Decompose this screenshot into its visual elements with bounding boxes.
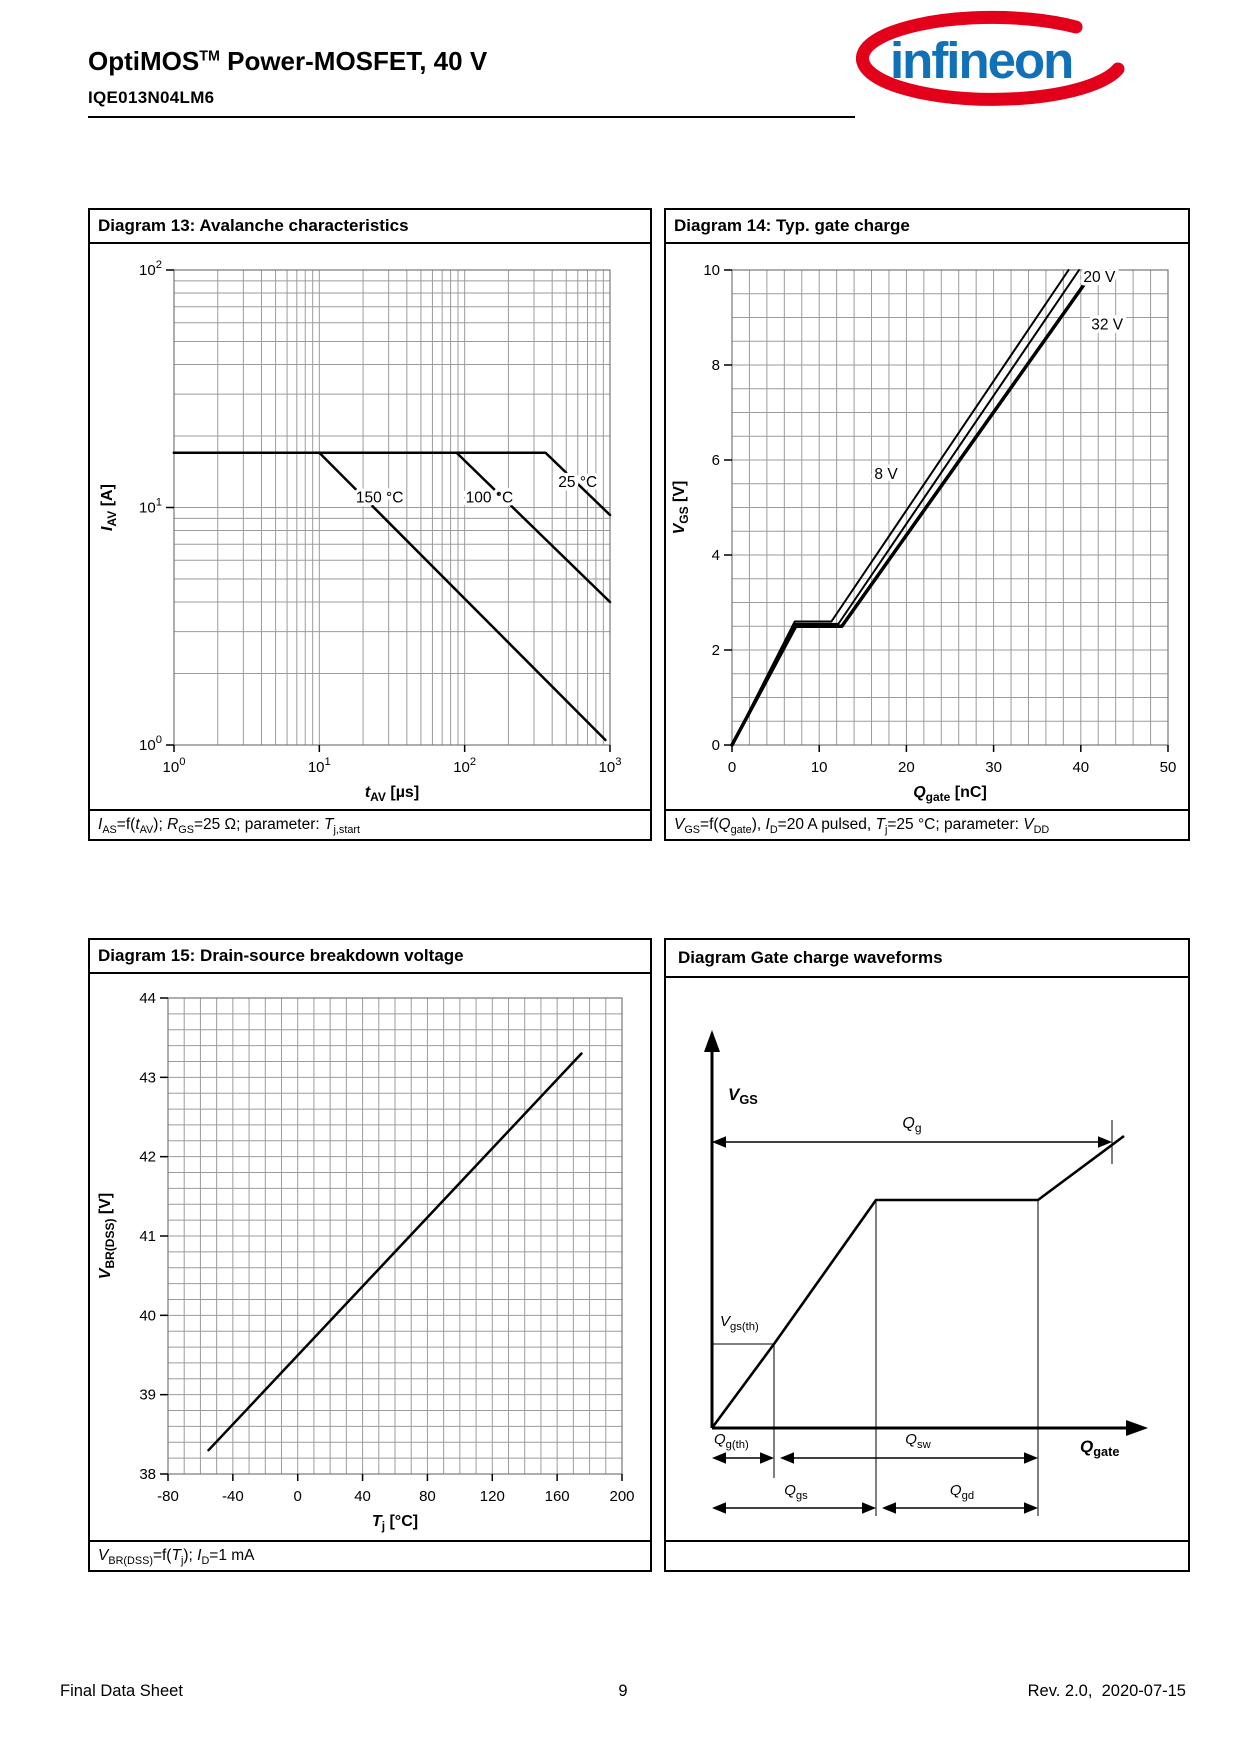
svg-text:40: 40 bbox=[354, 1488, 371, 1505]
svg-text:20: 20 bbox=[898, 759, 915, 776]
gate-charge-waveforms-panel: Diagram Gate charge waveforms VGS Qg Vgs(t… bbox=[664, 938, 1190, 1572]
footer-page-number: 9 bbox=[618, 1682, 628, 1700]
logo-swoosh-icon bbox=[856, 10, 1125, 106]
diagram13-plot: 100 101 102 103 100 101 102 tAV [µs] IAV [A] 150 … bbox=[99, 259, 622, 804]
svg-text:100: 100 bbox=[139, 734, 162, 754]
svg-text:44: 44 bbox=[139, 990, 156, 1007]
svg-text:Qsw: Qsw bbox=[905, 1431, 931, 1451]
svg-text:40: 40 bbox=[139, 1307, 156, 1324]
svg-text:VGS: VGS bbox=[728, 1085, 758, 1107]
gate-charge-waveforms-drawing: VGS Qg Vgs(th) Qg(th) Qsw Qgate Qgs Qgd bbox=[704, 1030, 1148, 1516]
svg-text:41: 41 bbox=[139, 1228, 156, 1245]
svg-text:25 °C: 25 °C bbox=[558, 474, 597, 491]
svg-text:IAV [A]: IAV [A] bbox=[99, 484, 119, 531]
svg-text:-80: -80 bbox=[157, 1488, 179, 1505]
svg-text:0: 0 bbox=[728, 759, 736, 776]
svg-text:100: 100 bbox=[163, 756, 186, 776]
svg-text:101: 101 bbox=[308, 756, 331, 776]
svg-text:-40: -40 bbox=[222, 1488, 244, 1505]
diagram13-panel: Diagram 13: Avalanche characteristics 10… bbox=[88, 208, 652, 841]
svg-text:Qgs: Qgs bbox=[784, 1482, 808, 1502]
svg-text:32 V: 32 V bbox=[1091, 316, 1124, 333]
diagram15-panel: Diagram 15: Drain-source breakdown volta… bbox=[88, 938, 652, 1572]
diagram14-caption: VGS=f(Qgate), ID=20 A pulsed, Tj=25 °C; … bbox=[666, 809, 1188, 839]
svg-text:10: 10 bbox=[811, 759, 828, 776]
svg-text:102: 102 bbox=[453, 756, 476, 776]
diagram14-title: Diagram 14: Typ. gate charge bbox=[666, 210, 1188, 244]
svg-text:101: 101 bbox=[139, 497, 162, 517]
svg-text:2: 2 bbox=[712, 642, 720, 659]
svg-text:VGS [V]: VGS [V] bbox=[671, 481, 691, 535]
svg-text:4: 4 bbox=[712, 547, 720, 564]
diagram15-title: Diagram 15: Drain-source breakdown volta… bbox=[90, 940, 650, 974]
svg-text:42: 42 bbox=[139, 1149, 156, 1166]
svg-text:Qgd: Qgd bbox=[950, 1482, 974, 1502]
svg-text:43: 43 bbox=[139, 1069, 156, 1086]
gate-charge-waveforms-title: Diagram Gate charge waveforms bbox=[666, 940, 1188, 978]
svg-text:50: 50 bbox=[1160, 759, 1177, 776]
svg-text:120: 120 bbox=[480, 1488, 505, 1505]
svg-text:100 °C: 100 °C bbox=[466, 489, 514, 506]
part-number: IQE013N04LM6 bbox=[88, 88, 215, 107]
page-title: OptiMOSTM Power-MOSFET, 40 V bbox=[88, 46, 488, 76]
svg-text:Vgs(th): Vgs(th) bbox=[720, 1313, 759, 1333]
header-divider bbox=[88, 116, 855, 118]
svg-text:Qgate [nC]: Qgate [nC] bbox=[913, 784, 987, 804]
footer-doc-type: Final Data Sheet bbox=[60, 1682, 183, 1700]
svg-text:102: 102 bbox=[139, 259, 162, 279]
svg-text:30: 30 bbox=[985, 759, 1002, 776]
diagram15-plot: -80 -40 0 40 80 120 160 200 38 39 40 41 42 43 44 Tj [°C… bbox=[97, 990, 635, 1533]
svg-text:VBR(DSS) [V]: VBR(DSS) [V] bbox=[97, 1193, 117, 1279]
infineon-logo: infineon bbox=[856, 10, 1125, 106]
svg-text:8 V: 8 V bbox=[874, 466, 898, 483]
svg-text:Qg(th): Qg(th) bbox=[714, 1431, 749, 1451]
svg-text:6: 6 bbox=[712, 452, 720, 469]
svg-text:38: 38 bbox=[139, 1466, 156, 1483]
diagram14-plot: 0 10 20 30 40 50 0 2 4 6 8 10 Qgate [nC] VGS [V] 8 V 20… bbox=[671, 262, 1177, 804]
diagram14-panel: Diagram 14: Typ. gate charge 0 10 20 30 40 50… bbox=[664, 208, 1190, 841]
diagram13-caption: IAS=f(tAV); RGS=25 Ω; parameter: Tj,star… bbox=[90, 809, 650, 839]
svg-text:10: 10 bbox=[703, 262, 720, 279]
svg-text:103: 103 bbox=[599, 756, 622, 776]
gate-charge-waveforms-caption bbox=[666, 1540, 1188, 1570]
logo-text: infineon bbox=[890, 32, 1072, 89]
svg-text:200: 200 bbox=[609, 1488, 634, 1505]
svg-text:150 °C: 150 °C bbox=[356, 489, 404, 506]
svg-text:160: 160 bbox=[545, 1488, 570, 1505]
svg-text:80: 80 bbox=[419, 1488, 436, 1505]
diagram15-caption: VBR(DSS)=f(Tj); ID=1 mA bbox=[90, 1540, 650, 1570]
svg-text:20 V: 20 V bbox=[1083, 269, 1116, 286]
svg-text:39: 39 bbox=[139, 1387, 156, 1404]
svg-text:40: 40 bbox=[1072, 759, 1089, 776]
svg-text:Qgate: Qgate bbox=[1080, 1437, 1119, 1459]
svg-text:0: 0 bbox=[294, 1488, 302, 1505]
footer-revision: Rev. 2.0, 2020-07-15 bbox=[1027, 1682, 1186, 1700]
diagram13-title: Diagram 13: Avalanche characteristics bbox=[90, 210, 650, 244]
svg-text:8: 8 bbox=[712, 357, 720, 374]
page-footer: Final Data Sheet 9 Rev. 2.0, 2020-07-15 bbox=[60, 1682, 1186, 1701]
svg-text:tAV [µs]: tAV [µs] bbox=[365, 784, 419, 804]
svg-text:Qg: Qg bbox=[902, 1115, 921, 1135]
svg-text:0: 0 bbox=[712, 737, 720, 754]
svg-text:Tj [°C]: Tj [°C] bbox=[372, 1513, 418, 1533]
